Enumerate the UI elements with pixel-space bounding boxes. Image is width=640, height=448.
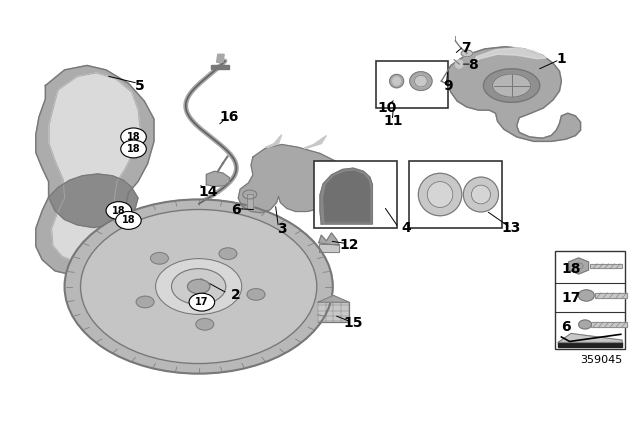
Text: 15: 15 <box>344 316 363 330</box>
Circle shape <box>121 128 147 146</box>
Text: 12: 12 <box>339 238 358 252</box>
Text: 10: 10 <box>378 101 397 115</box>
Ellipse shape <box>243 190 257 199</box>
Text: 13: 13 <box>502 221 521 236</box>
Text: 18: 18 <box>127 132 140 142</box>
Circle shape <box>121 140 147 158</box>
Text: 6: 6 <box>561 320 571 334</box>
Text: 18: 18 <box>561 262 581 276</box>
Ellipse shape <box>247 289 265 300</box>
Text: 8: 8 <box>468 58 478 73</box>
Polygon shape <box>36 65 154 276</box>
Bar <box>558 342 622 347</box>
Polygon shape <box>324 171 370 222</box>
Polygon shape <box>318 296 349 302</box>
Ellipse shape <box>463 177 499 212</box>
Bar <box>246 194 253 209</box>
Ellipse shape <box>156 258 242 314</box>
Ellipse shape <box>415 75 428 87</box>
Ellipse shape <box>579 320 591 329</box>
Ellipse shape <box>428 181 453 207</box>
Text: 16: 16 <box>220 110 239 124</box>
Bar <box>595 293 627 298</box>
Ellipse shape <box>390 74 404 88</box>
Polygon shape <box>304 136 326 148</box>
Ellipse shape <box>172 269 226 304</box>
Bar <box>595 293 627 298</box>
Text: 5: 5 <box>135 78 145 93</box>
Ellipse shape <box>393 77 401 85</box>
Polygon shape <box>238 145 347 213</box>
Polygon shape <box>49 174 138 228</box>
Ellipse shape <box>483 69 540 102</box>
Text: 1: 1 <box>557 52 566 66</box>
Text: 6: 6 <box>231 202 241 217</box>
Circle shape <box>106 202 132 220</box>
Ellipse shape <box>136 296 154 308</box>
Ellipse shape <box>410 72 432 90</box>
Bar <box>410 161 502 228</box>
Text: 17: 17 <box>561 291 580 305</box>
Ellipse shape <box>456 60 463 68</box>
Text: 2: 2 <box>231 289 241 302</box>
Text: 9: 9 <box>443 79 452 94</box>
Text: 3: 3 <box>277 222 287 237</box>
Text: 17: 17 <box>195 297 209 307</box>
Bar <box>590 264 622 268</box>
Ellipse shape <box>188 280 210 294</box>
Text: 18: 18 <box>127 144 140 154</box>
Bar <box>591 322 627 327</box>
Polygon shape <box>49 73 140 263</box>
Text: 18: 18 <box>122 215 135 225</box>
Text: 14: 14 <box>198 185 218 199</box>
Polygon shape <box>569 258 589 274</box>
Circle shape <box>189 293 214 311</box>
Ellipse shape <box>461 50 472 57</box>
Text: 7: 7 <box>461 41 470 55</box>
Text: 359045: 359045 <box>580 355 622 365</box>
Bar <box>376 61 448 108</box>
Ellipse shape <box>81 210 317 364</box>
Polygon shape <box>211 65 229 69</box>
Ellipse shape <box>492 74 531 97</box>
Polygon shape <box>216 54 224 62</box>
Bar <box>314 161 397 228</box>
Bar <box>246 194 253 209</box>
Bar <box>555 251 625 349</box>
Polygon shape <box>473 47 547 63</box>
Ellipse shape <box>65 199 333 374</box>
Ellipse shape <box>419 173 462 216</box>
Circle shape <box>116 211 141 229</box>
Ellipse shape <box>471 185 490 204</box>
Polygon shape <box>318 302 349 322</box>
Polygon shape <box>206 171 229 186</box>
Ellipse shape <box>219 248 237 259</box>
Text: 11: 11 <box>384 114 403 128</box>
Polygon shape <box>442 47 580 142</box>
Polygon shape <box>558 333 622 342</box>
Text: 4: 4 <box>401 221 411 236</box>
Ellipse shape <box>196 319 214 330</box>
Text: 18: 18 <box>112 206 125 215</box>
Polygon shape <box>319 244 339 252</box>
Polygon shape <box>320 168 372 224</box>
Polygon shape <box>319 233 339 246</box>
Bar <box>591 322 627 327</box>
Bar <box>590 264 622 268</box>
Polygon shape <box>266 135 282 147</box>
Ellipse shape <box>579 290 595 301</box>
Ellipse shape <box>150 253 168 264</box>
